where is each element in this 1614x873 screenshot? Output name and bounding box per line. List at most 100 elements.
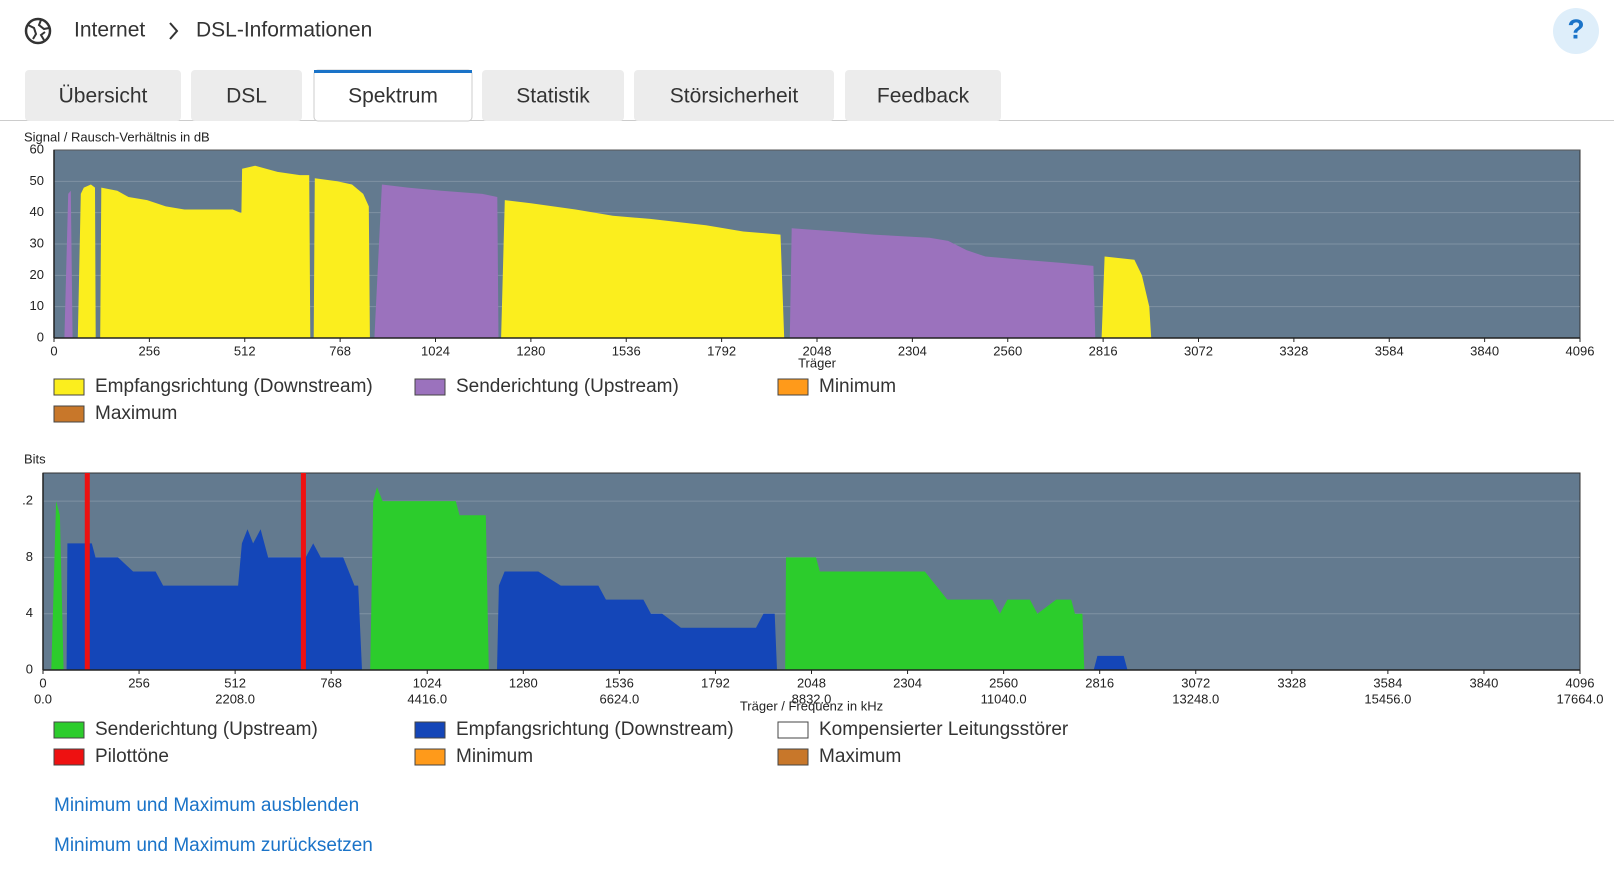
x2-tick-label: 4416.0 <box>407 691 447 706</box>
x-tick-label: 4096 <box>1566 343 1595 358</box>
x2-tick-label: 17664.0 <box>1557 691 1604 706</box>
y-tick-label: 20 <box>30 267 44 282</box>
x-tick-label: 0 <box>50 343 57 358</box>
legend-label: Senderichtung (Upstream) <box>456 376 679 397</box>
tab-indicator <box>314 70 472 73</box>
legend-label: Empfangsrichtung (Downstream) <box>456 719 734 740</box>
x2-tick-label: 11040.0 <box>981 691 1027 706</box>
y-tick-label: .2 <box>22 493 33 508</box>
y-tick-label: 30 <box>30 235 44 250</box>
legend-label: Minimum <box>456 746 533 767</box>
link[interactable]: Minimum und Maximum zurücksetzen <box>54 835 373 856</box>
legend-swatch <box>53 748 85 766</box>
legend-label: Kompensierter Leitungsstörer <box>819 719 1069 740</box>
x2-tick-label: 6624.0 <box>599 691 639 706</box>
x-tick-label: 1792 <box>707 343 736 358</box>
y-tick-label: 60 <box>30 141 44 156</box>
tab[interactable] <box>634 70 834 121</box>
help-button[interactable] <box>1553 8 1599 54</box>
x-tick-label: 512 <box>234 343 256 358</box>
legend-label: Empfangsrichtung (Downstream) <box>95 376 373 397</box>
x-tick-label: 3328 <box>1279 343 1308 358</box>
legend-swatch <box>414 721 446 739</box>
x-tick-label: 1024 <box>413 675 442 690</box>
legend-swatch <box>53 721 85 739</box>
pilot-tone <box>84 473 90 670</box>
x2-tick-label: 13248.0 <box>1172 691 1219 706</box>
x-tick-label: 2816 <box>1085 675 1114 690</box>
y-tick-label: 0 <box>26 661 33 676</box>
x-tick-label: 1024 <box>421 343 450 358</box>
series-area <box>66 529 1128 670</box>
tab-label[interactable]: DSL <box>226 85 267 108</box>
legend-swatch <box>777 378 809 396</box>
x-tick-label: 1280 <box>509 675 538 690</box>
legend-swatch <box>777 721 809 739</box>
x-tick-label: 1280 <box>516 343 545 358</box>
x2-tick-label: 2208.0 <box>215 691 255 706</box>
x-tick-label: 512 <box>224 675 246 690</box>
legend-label: Pilottöne <box>95 746 169 767</box>
x-tick-label: 0 <box>39 675 46 690</box>
x-tick-label: 2560 <box>993 343 1022 358</box>
tab[interactable] <box>191 70 302 121</box>
y-tick-label: 50 <box>30 173 44 188</box>
x2-tick-label: 0.0 <box>34 691 52 706</box>
tab[interactable] <box>482 70 624 121</box>
legend-label: Minimum <box>819 376 896 397</box>
x-tick-label: 2560 <box>989 675 1018 690</box>
x-tick-label: 2304 <box>893 675 922 690</box>
series-area <box>64 184 1096 338</box>
x-tick-label: 4096 <box>1566 675 1595 690</box>
breadcrumb: DSL-Informationen <box>196 19 372 42</box>
x-tick-label: 2816 <box>1089 343 1118 358</box>
x-tick-label: 3840 <box>1470 343 1499 358</box>
series-area <box>51 487 1085 670</box>
x-tick-label: 1536 <box>605 675 634 690</box>
x-tick-label: 3584 <box>1373 675 1402 690</box>
tab-label[interactable]: Spektrum <box>348 85 438 108</box>
link[interactable]: Minimum und Maximum ausblenden <box>54 795 359 816</box>
help-icon[interactable]: ? <box>1567 13 1584 44</box>
x-axis-label: Träger / Frequenz in kHz <box>740 698 883 713</box>
tab-label[interactable]: Statistik <box>516 85 590 108</box>
x-tick-label: 768 <box>329 343 351 358</box>
x-tick-label: 2304 <box>898 343 927 358</box>
y-tick-label: 8 <box>26 549 33 564</box>
y-tick-label: 10 <box>30 298 44 313</box>
legend-swatch <box>777 748 809 766</box>
x-tick-label: 768 <box>320 675 342 690</box>
tab-label[interactable]: Übersicht <box>59 85 148 108</box>
x-tick-label: 256 <box>128 675 150 690</box>
breadcrumb[interactable]: Internet <box>74 19 145 42</box>
y-tick-label: 40 <box>30 204 44 219</box>
x-tick-label: 2048 <box>797 675 826 690</box>
x-tick-label: 256 <box>139 343 161 358</box>
x-tick-label: 3072 <box>1184 343 1213 358</box>
tab[interactable] <box>845 70 1001 121</box>
pilot-tone <box>300 473 306 670</box>
tab-label[interactable]: Feedback <box>877 85 970 108</box>
x-tick-label: 3584 <box>1375 343 1404 358</box>
breadcrumb-separator <box>169 22 179 40</box>
x-axis-label: Träger <box>798 355 836 370</box>
y-tick-label: 0 <box>37 329 44 344</box>
series-area <box>77 165 1152 338</box>
legend-label: Maximum <box>819 746 901 767</box>
globe-icon <box>24 17 52 45</box>
legend-label: Maximum <box>95 403 177 424</box>
x-tick-label: 2048 <box>803 343 832 358</box>
x2-tick-label: 8832.0 <box>792 691 832 706</box>
tab[interactable] <box>25 70 181 121</box>
legend-swatch <box>53 378 85 396</box>
legend-swatch <box>53 405 85 423</box>
x-tick-label: 3072 <box>1181 675 1210 690</box>
x-tick-label: 1536 <box>612 343 641 358</box>
tab-label[interactable]: Störsicherheit <box>670 85 799 108</box>
legend-swatch <box>414 748 446 766</box>
x-tick-label: 1792 <box>701 675 730 690</box>
legend-swatch <box>414 378 446 396</box>
y-axis-label: Signal / Rausch-Verhältnis in dB <box>24 129 210 144</box>
